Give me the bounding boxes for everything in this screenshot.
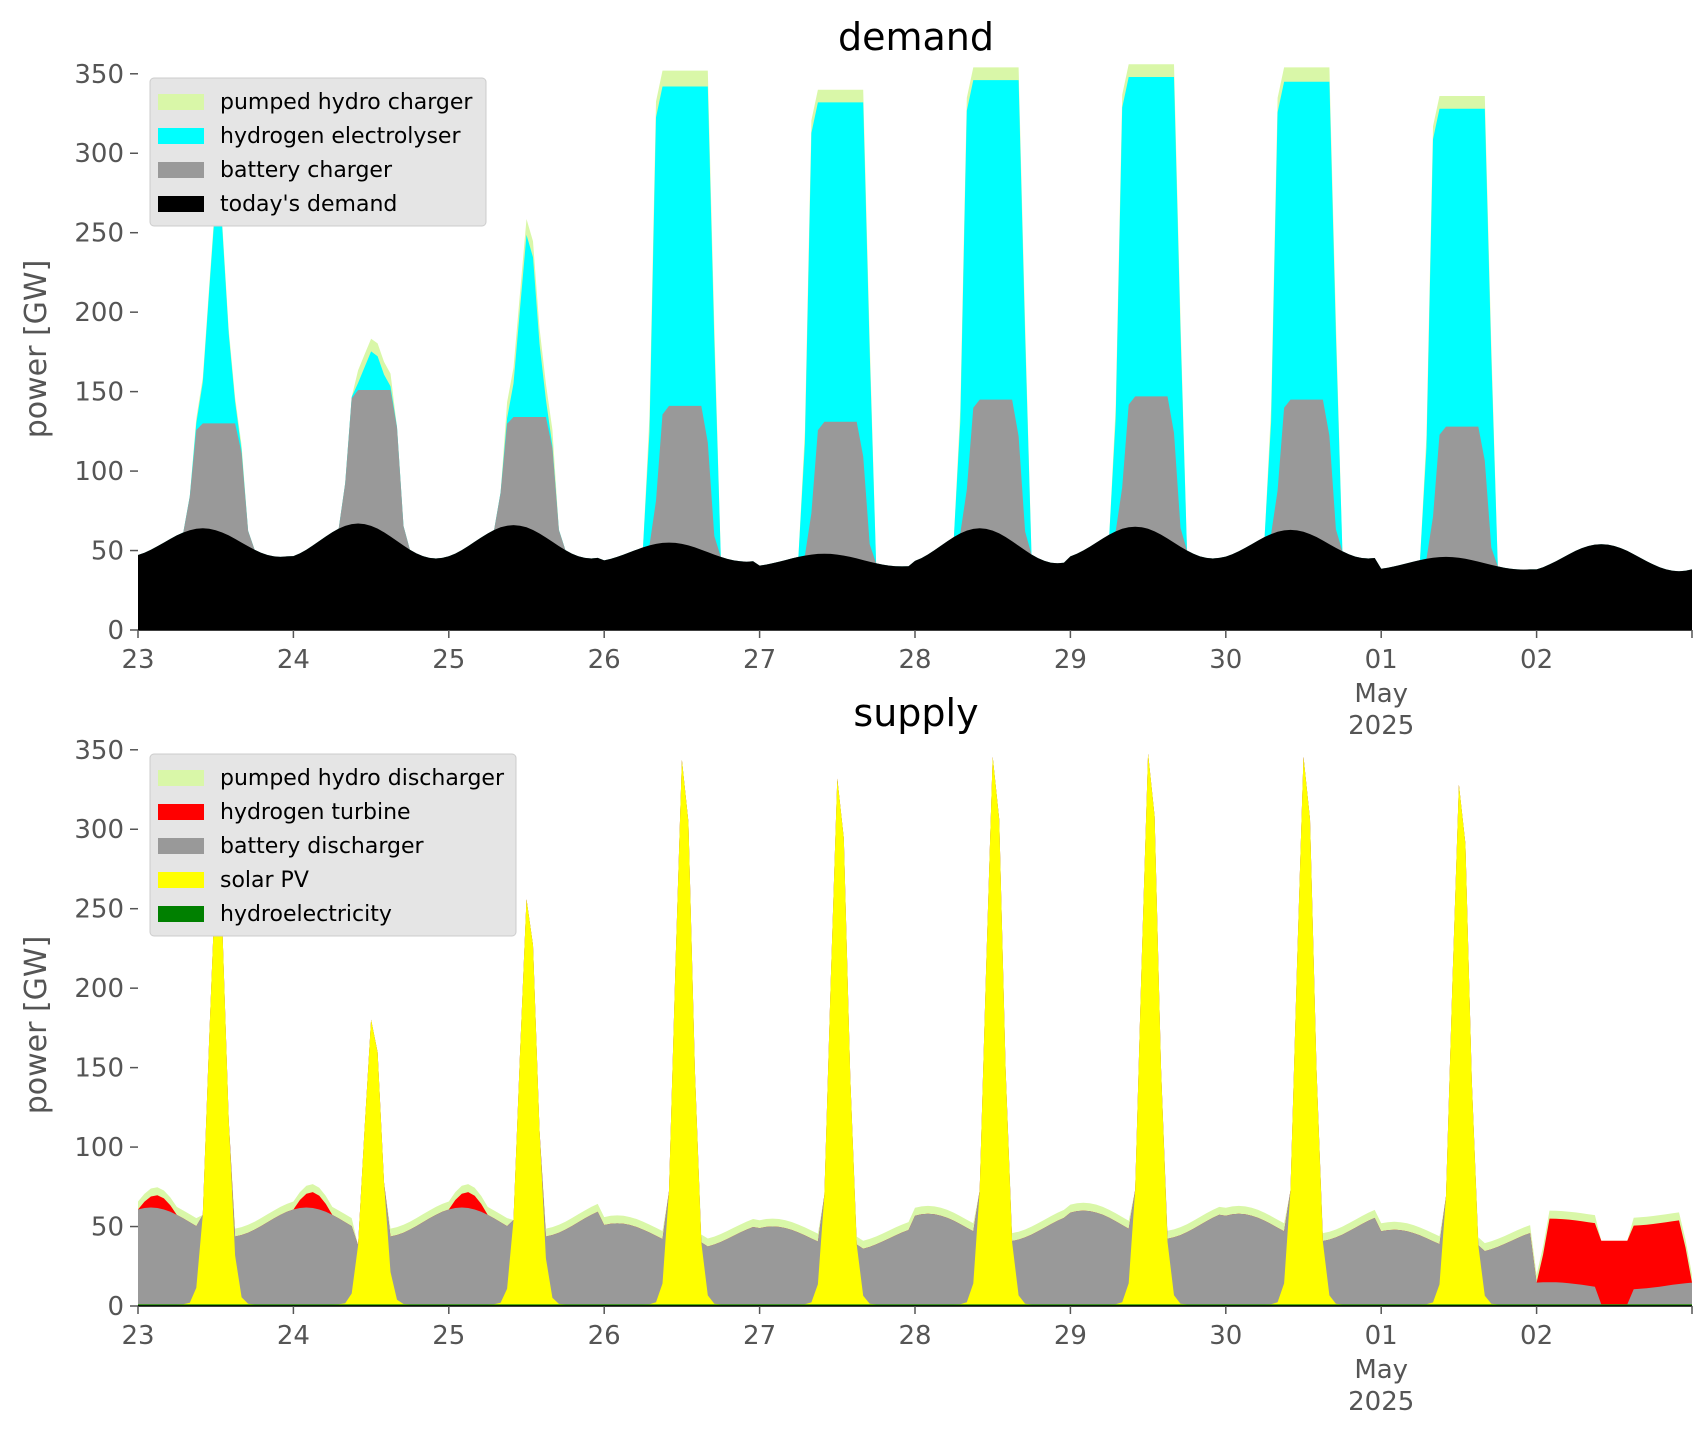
y-tick-label: 50	[91, 1213, 124, 1243]
x-tick-label: 28	[898, 1321, 931, 1351]
y-tick-label: 150	[74, 1054, 124, 1084]
x-tick-label: 23	[121, 645, 154, 675]
y-tick-label: 50	[91, 537, 124, 567]
legend-label: hydrogen turbine	[220, 800, 411, 825]
x-tick-month-label: May	[1354, 679, 1408, 709]
x-tick-year-label: 2025	[1348, 1387, 1414, 1417]
y-tick-label: 0	[107, 1292, 124, 1322]
supply-legend: pumped hydro discharger hydrogen turbine b…	[149, 753, 517, 937]
area-today-s-demand	[138, 523, 1692, 630]
y-tick-label: 200	[74, 974, 124, 1004]
x-tick-label: 29	[1054, 1321, 1087, 1351]
x-tick-label: 01	[1365, 1321, 1398, 1351]
x-tick-label: 27	[743, 645, 776, 675]
y-tick-label: 300	[74, 815, 124, 845]
x-tick-label: 30	[1209, 645, 1242, 675]
demand-area-layers	[138, 64, 1692, 630]
legend-label: battery charger	[220, 158, 393, 183]
x-tick-label: 26	[588, 645, 621, 675]
legend-label: hydroelectricity	[220, 902, 392, 927]
supply-area-layers	[138, 753, 1692, 1306]
legend-label: today's demand	[220, 192, 397, 217]
y-tick-label: 350	[74, 736, 124, 766]
x-tick-label: 23	[121, 1321, 154, 1351]
supply-y-axis-label: power [GW]	[19, 936, 54, 1115]
demand-axes: 0 50 100 150 200 250 300 350 23 24 25 26 27 28 29 30 01 M…	[74, 60, 1693, 741]
demand-chart: demand power [GW] 0 50 100 150 200 250 300 350 2…	[19, 15, 1693, 741]
supply-axes: 0 50 100 150 200 250 300 350 23 24 25 26 27 28 29 30 01 M…	[74, 736, 1693, 1417]
legend-swatch	[158, 804, 204, 820]
legend-swatch	[158, 94, 204, 110]
y-tick-label: 100	[74, 457, 124, 487]
y-tick-label: 0	[107, 616, 124, 646]
legend-swatch	[158, 128, 204, 144]
x-tick-year-label: 2025	[1348, 711, 1414, 741]
x-tick-label: 27	[743, 1321, 776, 1351]
x-tick-label: 26	[588, 1321, 621, 1351]
y-tick-label: 200	[74, 298, 124, 328]
x-tick-month-label: May	[1354, 1355, 1408, 1385]
legend-swatch	[158, 838, 204, 854]
x-tick-label: 24	[277, 1321, 310, 1351]
demand-chart-title: demand	[838, 15, 994, 59]
demand-y-axis-label: power [GW]	[19, 260, 54, 439]
x-tick-label: 02	[1520, 1321, 1553, 1351]
legend-label: pumped hydro charger	[220, 90, 473, 115]
x-tick-label: 29	[1054, 645, 1087, 675]
legend-label: battery discharger	[220, 834, 425, 859]
legend-label: hydrogen electrolyser	[220, 124, 461, 149]
supply-chart-title: supply	[853, 691, 978, 735]
x-tick-label: 24	[277, 645, 310, 675]
y-tick-label: 300	[74, 139, 124, 169]
x-tick-label: 01	[1365, 645, 1398, 675]
legend-label: solar PV	[220, 868, 309, 893]
y-tick-label: 150	[74, 378, 124, 408]
legend-swatch	[158, 162, 204, 178]
demand-legend: pumped hydro charger hydrogen electrolyse…	[149, 77, 487, 227]
x-tick-label: 02	[1520, 645, 1553, 675]
x-tick-label: 30	[1209, 1321, 1242, 1351]
legend-label: pumped hydro discharger	[220, 766, 505, 791]
legend-swatch	[158, 906, 204, 922]
x-tick-label: 25	[432, 645, 465, 675]
legend-box	[149, 77, 487, 227]
legend-swatch	[158, 196, 204, 212]
legend-swatch	[158, 872, 204, 888]
y-tick-label: 250	[74, 895, 124, 925]
y-tick-label: 250	[74, 219, 124, 249]
y-tick-label: 350	[74, 60, 124, 90]
legend-box	[149, 753, 517, 937]
legend-swatch	[158, 770, 204, 786]
x-tick-label: 28	[898, 645, 931, 675]
x-tick-label: 25	[432, 1321, 465, 1351]
area-solar-pv	[138, 753, 1692, 1306]
y-tick-label: 100	[74, 1133, 124, 1163]
supply-chart: supply power [GW] 0 50 100 150 200 250 300 350 2…	[19, 691, 1693, 1417]
